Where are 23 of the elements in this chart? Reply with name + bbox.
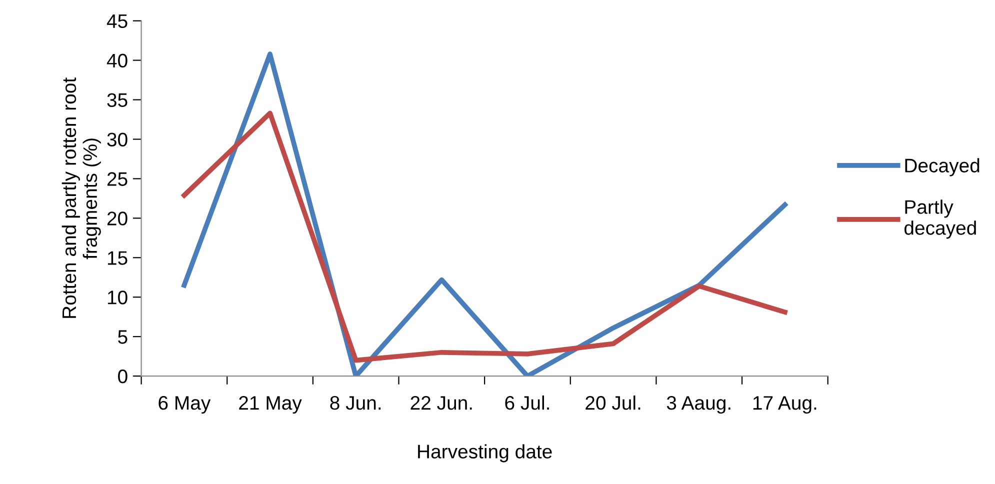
- x-tick-label: 21 May: [239, 396, 302, 414]
- y-tick-label: 35: [107, 93, 128, 107]
- legend-label: Decayed: [905, 158, 980, 176]
- y-tick-label: 20: [107, 212, 128, 226]
- y-tick-label: 30: [107, 132, 128, 146]
- x-tick-label: 6 Jul.: [505, 396, 549, 410]
- y-tick-label: 10: [108, 290, 128, 304]
- y-tick-label: 15: [108, 251, 128, 265]
- y-tick-label: 25: [107, 172, 128, 186]
- y-tick-label: 5: [118, 330, 128, 344]
- x-tick-label: 3 Aaug.: [666, 396, 730, 414]
- legend-label: Partly decayed: [904, 200, 976, 239]
- x-axis-title: Harvesting date: [418, 444, 552, 462]
- x-tick-label: 17 Aug.: [753, 396, 816, 414]
- y-tick-label: 40: [106, 54, 128, 68]
- x-tick-label: 8 Jun.: [330, 396, 381, 410]
- line-series: [182, 110, 788, 363]
- x-tick-label: 20 Jul.: [586, 396, 640, 410]
- x-tick-label: 22 Jun.: [410, 396, 472, 410]
- y-tick-label: 45: [106, 14, 128, 28]
- x-tick-label: 6 May: [158, 396, 211, 414]
- y-axis-title: Rotten and partly rotten root fragments (%): [62, 78, 101, 318]
- y-tick-label: 0: [118, 370, 128, 384]
